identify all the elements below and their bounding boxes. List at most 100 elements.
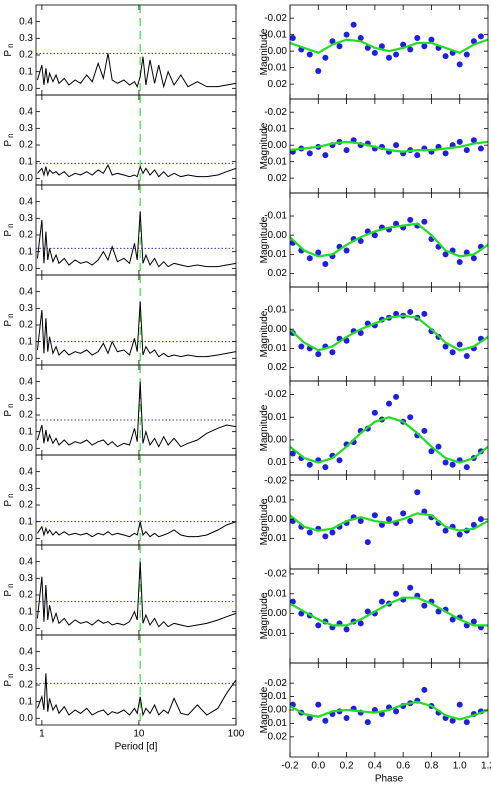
y-tick-label: 0.1 <box>19 426 33 437</box>
y-tick-label: 0.2 <box>19 230 33 241</box>
plot-area <box>36 365 236 455</box>
y-tick-label: 0.1 <box>19 606 33 617</box>
panel: 0.0 0.1 0.2 0.3 0.4 1 10 100 Period [d] Pn <box>3 634 245 753</box>
y-tick-label: 0.4 <box>19 556 33 567</box>
periodogram-line <box>36 673 236 717</box>
y-axis-label-text: P <box>3 320 14 327</box>
data-point <box>386 516 392 523</box>
panel: -0.02 -0.01 0.00 0.01 0.02 Magnitude <box>259 98 489 194</box>
y-tick-label: 0.01 <box>268 156 288 167</box>
fit-line <box>290 222 488 258</box>
data-point <box>329 38 336 45</box>
y-axis-label-text: Magnitude <box>259 686 270 733</box>
y-tick-label: 0.2 <box>19 500 33 511</box>
plot-area <box>290 308 488 360</box>
y-axis-label-sub: n <box>6 43 15 47</box>
y-tick-label: 0.01 <box>268 628 288 639</box>
data-point <box>442 527 449 534</box>
data-point <box>315 622 322 629</box>
data-point <box>329 349 336 356</box>
y-tick-label: 0.3 <box>19 123 33 134</box>
y-tick-label: -0.02 <box>264 107 287 118</box>
y-tick-label: 0.4 <box>19 16 33 27</box>
y-axis-label: Pn <box>3 133 15 146</box>
data-point <box>470 521 477 528</box>
y-axis-label-text: P <box>3 590 14 597</box>
y-tick-label: 0.2 <box>19 140 33 151</box>
x-tick-label: 0.2 <box>340 761 354 772</box>
data-point <box>442 53 449 60</box>
data-point <box>449 349 456 356</box>
panel-frame <box>35 454 237 546</box>
y-tick-label: -0.01 <box>264 211 287 222</box>
y-axis-label: Pn <box>3 493 15 506</box>
y-axis-label: Magnitude <box>259 498 270 545</box>
data-point <box>378 598 385 605</box>
data-point <box>421 686 428 693</box>
panel: 0.0 0.1 0.2 0.3 0.4 Pn <box>3 274 237 366</box>
x-axis-label: Phase <box>375 774 404 785</box>
y-axis-label-sub: n <box>6 673 15 677</box>
y-tick-label: 0.0 <box>19 173 33 184</box>
data-point <box>393 51 400 58</box>
y-tick-label: -0.02 <box>264 13 287 24</box>
data-point <box>407 518 414 525</box>
y-tick-label: 0.02 <box>268 79 288 90</box>
y-tick-label: 0.3 <box>19 663 33 674</box>
y-tick-label: 0.3 <box>19 573 33 584</box>
x-tick-label: 1.2 <box>481 761 491 772</box>
y-tick-label: -0.01 <box>264 588 287 599</box>
y-tick-label: 0.1 <box>19 156 33 167</box>
data-point <box>357 237 364 244</box>
data-point <box>364 719 371 726</box>
y-axis-label-sub: n <box>6 403 15 407</box>
periodogram-line <box>36 53 236 89</box>
y-axis-label: Pn <box>3 403 15 416</box>
data-point <box>306 255 313 262</box>
panel: -0.01 0.00 0.01 0.02 Magnitude <box>259 192 489 288</box>
data-point <box>393 590 400 597</box>
y-axis-label: Magnitude <box>259 686 270 733</box>
plot-area <box>290 686 488 726</box>
y-tick-label: 0.2 <box>19 410 33 421</box>
fit-line <box>290 512 488 532</box>
fit-line <box>290 314 488 352</box>
x-axis-label: Period [d] <box>115 742 158 753</box>
panel-frame <box>35 634 237 726</box>
data-point <box>371 232 378 239</box>
y-axis-label: Pn <box>3 673 15 686</box>
plot-area <box>36 185 236 275</box>
y-tick-label: 0.2 <box>19 320 33 331</box>
y-axis-label-text: Magnitude <box>259 404 270 451</box>
y-tick-label: 0.1 <box>19 336 33 347</box>
data-point <box>306 715 313 722</box>
y-axis-label: Pn <box>3 43 15 56</box>
y-tick-label: 0.01 <box>268 249 288 260</box>
y-tick-label: 0.1 <box>19 246 33 257</box>
data-point <box>371 512 378 519</box>
data-point <box>428 36 435 43</box>
data-point <box>393 708 400 715</box>
data-point <box>350 21 357 28</box>
y-tick-label: 0.00 <box>268 435 288 446</box>
y-tick-label: 0.00 <box>268 230 288 241</box>
data-point <box>315 351 322 358</box>
plot-area <box>290 584 488 633</box>
data-point <box>421 218 428 225</box>
y-tick-label: 0.3 <box>19 33 33 44</box>
data-point <box>470 255 477 262</box>
data-point <box>357 330 364 337</box>
y-axis-label-text: P <box>3 230 14 237</box>
y-tick-label: 0.4 <box>19 466 33 477</box>
y-tick-label: 0.2 <box>19 680 33 691</box>
data-point <box>298 343 305 350</box>
data-point <box>470 618 477 625</box>
data-point <box>456 531 463 538</box>
y-axis-label-sub: n <box>6 493 15 497</box>
y-axis-label: Magnitude <box>259 592 270 639</box>
y-tick-label: 0.02 <box>268 268 288 279</box>
y-tick-label: 0.4 <box>19 106 33 117</box>
y-tick-label: 0.01 <box>268 533 288 544</box>
